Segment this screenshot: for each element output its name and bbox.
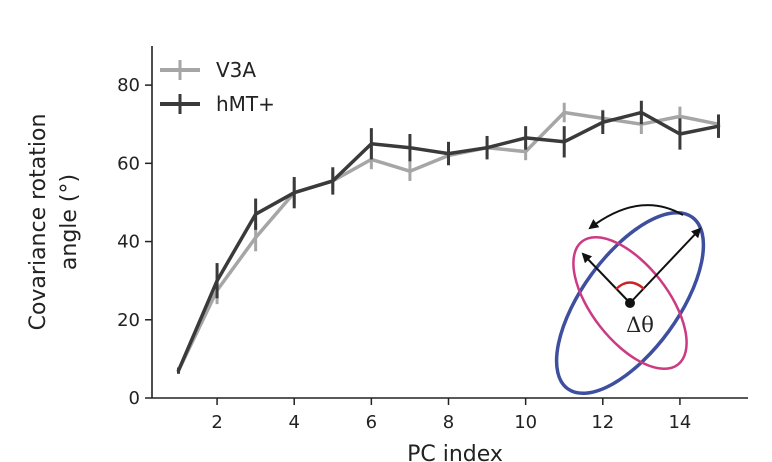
rotation-angle-arc <box>615 281 645 290</box>
inset-diagram: Δθ <box>554 204 706 396</box>
x-tick-label: 14 <box>668 412 691 433</box>
legend-item-hmt[interactable]: hMT+ <box>160 92 275 116</box>
outer-covariance-ellipse <box>554 210 706 396</box>
x-axis-label: PC index <box>407 442 503 462</box>
x-tick-label: 4 <box>288 412 299 433</box>
x-tick-label: 12 <box>591 412 614 433</box>
x-tick-label: 8 <box>443 412 454 433</box>
legend-item-v3a[interactable]: V3A <box>160 58 256 82</box>
center-point <box>625 298 635 308</box>
delta-theta-label: Δθ <box>626 313 654 337</box>
legend-label-hmt: hMT+ <box>216 92 275 116</box>
x-tick-label: 2 <box>211 412 222 433</box>
principal-axis-arrow-left <box>581 252 631 304</box>
y-tick-label: 80 <box>117 75 140 96</box>
series-hmt <box>176 100 721 374</box>
y-axis-label-line-1: Covariance rotation <box>26 114 51 331</box>
x-tick-label: 10 <box>514 412 537 433</box>
y-tick-label: 0 <box>129 388 140 409</box>
legend: V3A hMT+ <box>160 58 275 116</box>
y-tick-label: 40 <box>117 232 140 253</box>
legend-label-v3a: V3A <box>216 58 256 82</box>
y-tick-label: 60 <box>117 153 140 174</box>
x-tick-label: 6 <box>366 412 377 433</box>
plot-area: 0 20 40 60 80 2 4 6 8 10 12 14 <box>117 46 748 433</box>
series-layer <box>176 100 721 374</box>
inner-covariance-ellipse <box>572 235 688 371</box>
y-tick-label: 20 <box>117 310 140 331</box>
rotation-arrow <box>588 204 684 230</box>
y-ticks: 0 20 40 60 80 <box>117 75 152 409</box>
principal-axis-arrow-right <box>629 227 702 304</box>
y-axis-label-line-2: angle (°) <box>57 174 82 270</box>
x-ticks: 2 4 6 8 10 12 14 <box>211 398 691 433</box>
